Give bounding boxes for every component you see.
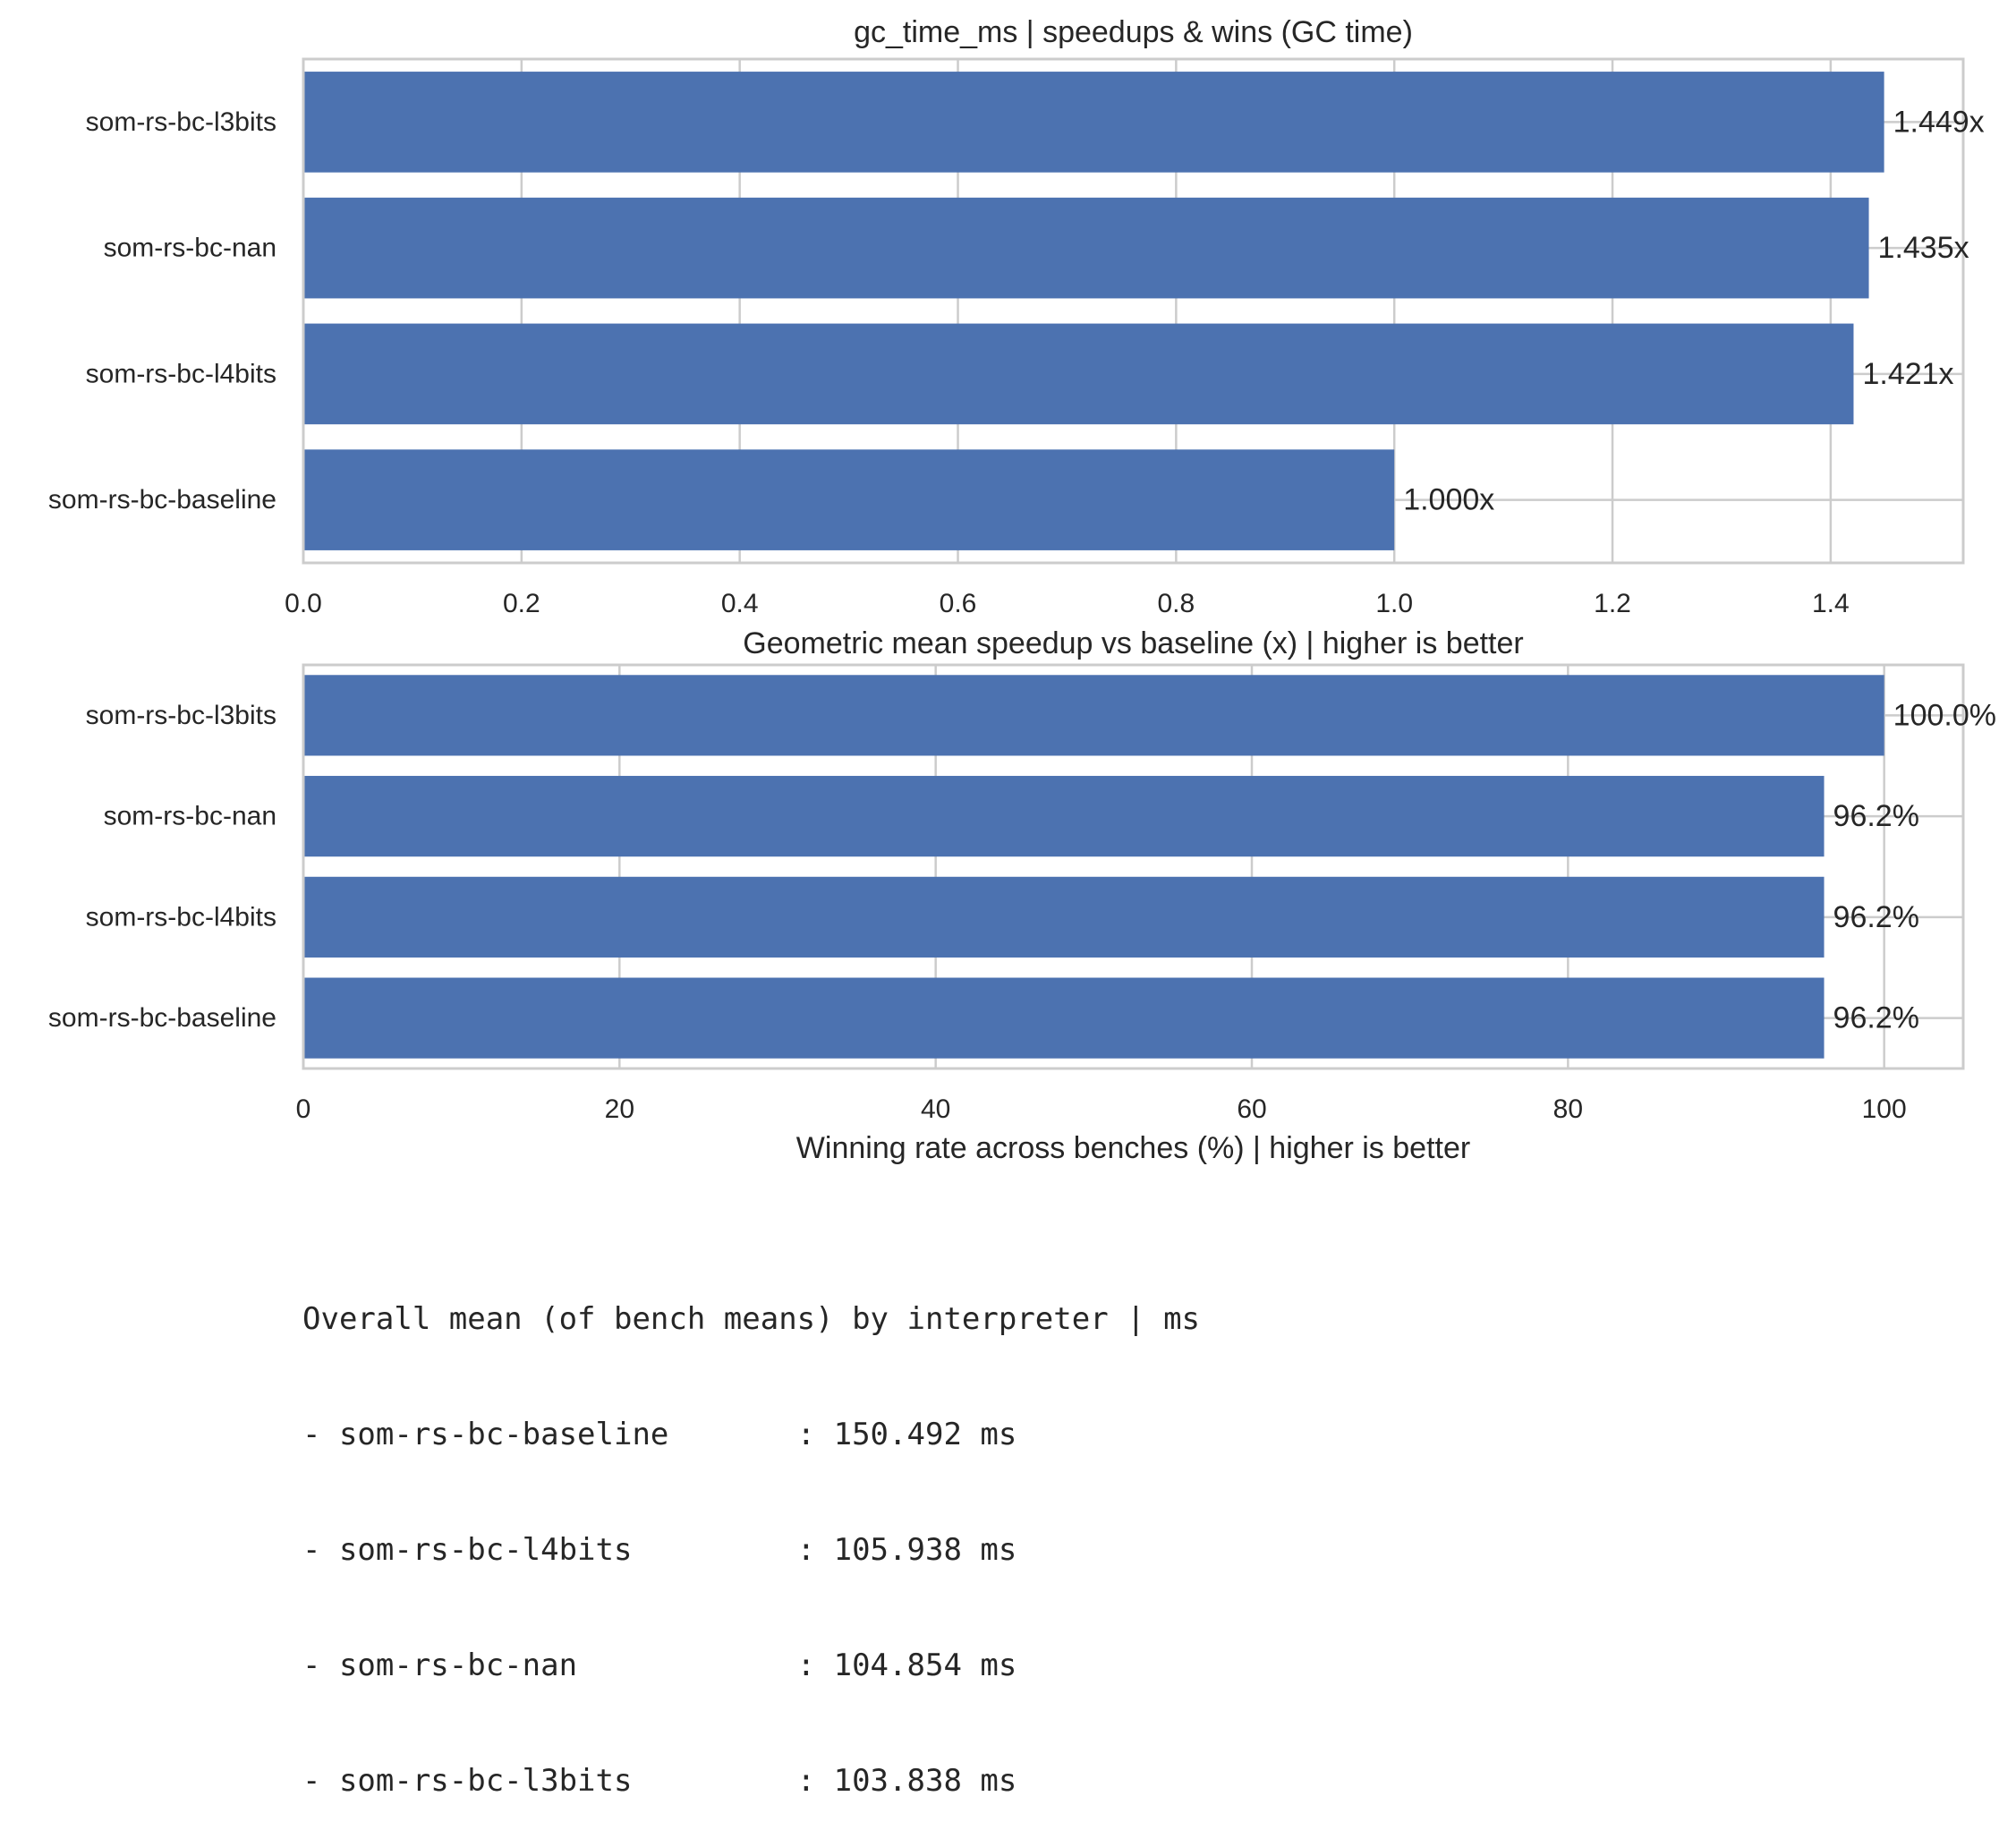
xtick-label-0-7: 1.4 bbox=[1812, 589, 1850, 618]
data-label-1-0: 100.0% bbox=[1893, 698, 1996, 732]
ytick-label-1-2: som-rs-bc-l4bits bbox=[86, 902, 276, 932]
summary-heading: Overall mean (of bench means) by interpr… bbox=[302, 1301, 1201, 1337]
xtick-label-0-4: 0.8 bbox=[1157, 589, 1195, 618]
data-label-1-2: 96.2% bbox=[1833, 900, 1919, 934]
summary-block: Overall mean (of bench means) by interpr… bbox=[302, 1223, 1200, 1839]
axes-frame-1 bbox=[302, 663, 1965, 1070]
ytick-label-1-0: som-rs-bc-l3bits bbox=[86, 701, 276, 730]
xtick-label-1-0: 0 bbox=[296, 1094, 311, 1124]
summary-line-nan: - som-rs-bc-nan : 104.854 ms bbox=[302, 1647, 1017, 1683]
ytick-label-0-2: som-rs-bc-l4bits bbox=[86, 359, 276, 388]
bar-0-3 bbox=[303, 449, 1395, 550]
bar-0-0 bbox=[303, 72, 1884, 173]
xtick-label-1-1: 20 bbox=[605, 1094, 634, 1124]
ytick-label-1-3: som-rs-bc-baseline bbox=[48, 1003, 276, 1033]
axes-frame-0 bbox=[302, 57, 1965, 565]
bar-1-2 bbox=[303, 876, 1825, 958]
summary-line-baseline: - som-rs-bc-baseline : 150.492 ms bbox=[302, 1417, 1017, 1452]
bar-1-0 bbox=[303, 675, 1884, 756]
data-label-1-1: 96.2% bbox=[1833, 799, 1919, 833]
xtick-label-0-6: 1.2 bbox=[1594, 589, 1631, 618]
ytick-label-0-3: som-rs-bc-baseline bbox=[48, 485, 276, 515]
summary-line-l3bits: - som-rs-bc-l3bits : 103.838 ms bbox=[302, 1763, 1017, 1799]
data-label-1-3: 96.2% bbox=[1833, 1001, 1919, 1035]
xtick-label-0-5: 1.0 bbox=[1375, 589, 1413, 618]
ytick-label-1-1: som-rs-bc-nan bbox=[104, 802, 276, 831]
xtick-label-0-1: 0.2 bbox=[503, 589, 540, 618]
bar-1-3 bbox=[303, 977, 1825, 1059]
xtick-label-0-2: 0.4 bbox=[721, 589, 759, 618]
chart-figure: 1.449x 1.435x 1.421x 1.000x som-rs-bc-l3bits… bbox=[48, 15, 1996, 1165]
bar-0-2 bbox=[303, 323, 1854, 425]
ytick-label-0-0: som-rs-bc-l3bits bbox=[86, 107, 276, 137]
bar-0-1 bbox=[303, 197, 1869, 299]
data-label-0-2: 1.421x bbox=[1862, 357, 1953, 391]
xtick-label-0-3: 0.6 bbox=[940, 589, 977, 618]
chart-title-0: gc_time_ms | speedups & wins (GC time) bbox=[854, 15, 1413, 49]
bar-1-1 bbox=[303, 776, 1825, 857]
data-label-0-0: 1.449x bbox=[1893, 105, 1985, 139]
xtick-label-0-0: 0.0 bbox=[285, 589, 322, 618]
xtick-label-1-3: 60 bbox=[1237, 1094, 1266, 1124]
xtick-label-1-2: 40 bbox=[921, 1094, 950, 1124]
xtick-label-1-5: 100 bbox=[1862, 1094, 1907, 1124]
x-axis-label-1: Winning rate across benches (%) | higher… bbox=[796, 1131, 1470, 1165]
xtick-label-1-4: 80 bbox=[1553, 1094, 1583, 1124]
data-label-0-1: 1.435x bbox=[1878, 231, 1969, 265]
chart-title-1: Geometric mean speedup vs baseline (x) |… bbox=[743, 626, 1523, 660]
summary-line-l4bits: - som-rs-bc-l4bits : 105.938 ms bbox=[302, 1532, 1017, 1568]
data-label-0-3: 1.000x bbox=[1403, 483, 1494, 517]
ytick-label-0-1: som-rs-bc-nan bbox=[104, 234, 276, 263]
